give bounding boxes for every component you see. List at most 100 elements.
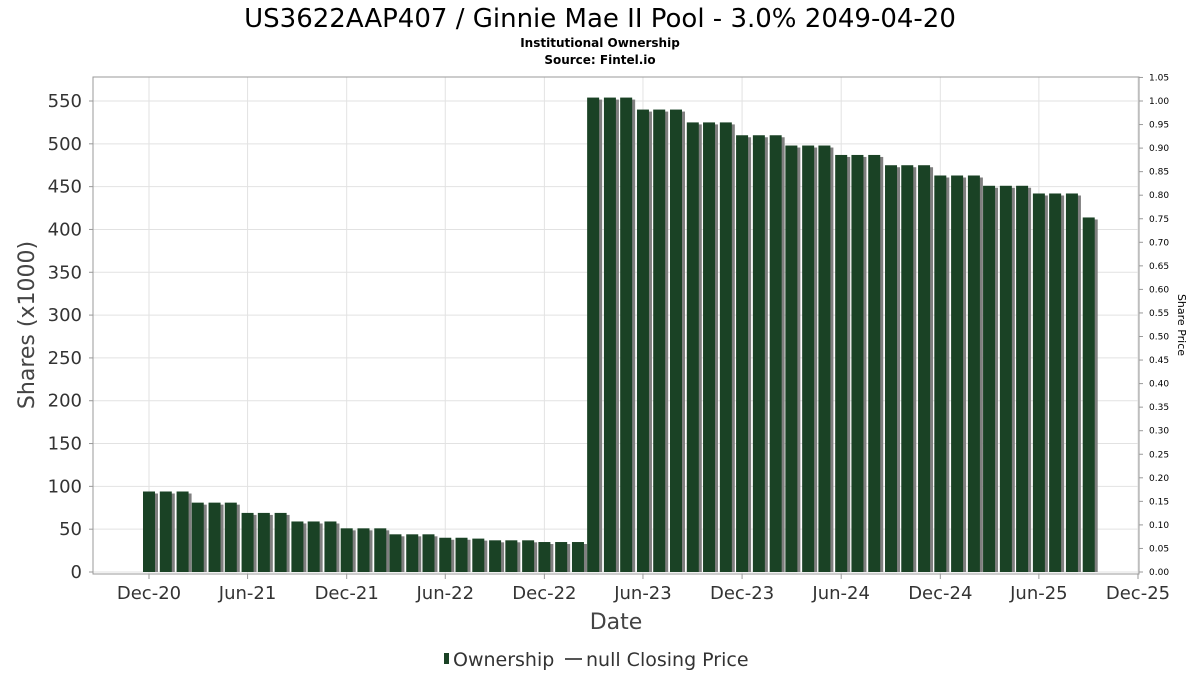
- y2-tick-label: 1.00: [1149, 97, 1169, 107]
- legend-ownership-label: Ownership: [453, 649, 554, 671]
- ownership-bar: [159, 491, 172, 572]
- ownership-bar: [851, 154, 864, 572]
- ownership-bar: [769, 135, 782, 572]
- ownership-bar: [505, 540, 518, 572]
- chart-title: US3622AAP407 / Ginnie Mae II Pool - 3.0%…: [244, 4, 956, 34]
- ownership-bar: [653, 109, 666, 573]
- ownership-bar: [324, 521, 337, 572]
- x-tick-label: Jun-23: [613, 583, 672, 604]
- ownership-bar: [340, 528, 353, 572]
- ownership-bar: [224, 502, 237, 572]
- y-tick-label: 550: [48, 91, 82, 112]
- x-tick-label: Dec-20: [117, 583, 181, 604]
- y2-tick-label: 0.75: [1149, 215, 1169, 225]
- x-tick-label: Dec-22: [512, 583, 576, 604]
- ownership-bar: [934, 175, 947, 572]
- y2-tick-label: 0.30: [1149, 427, 1169, 437]
- legend-closing-price-label: null Closing Price: [586, 649, 749, 671]
- y2-tick-label: 0.05: [1149, 544, 1169, 554]
- y-axis: 0 50 100 150 200 250 300 350 400 450 500 550: [48, 91, 93, 583]
- x-tick-label: Dec-24: [908, 583, 972, 604]
- chart-source: Source: Fintel.io: [544, 53, 655, 67]
- ownership-bar: [538, 542, 551, 572]
- y2-tick-label: 1.05: [1149, 73, 1169, 83]
- y2-tick-label: 0.15: [1149, 497, 1169, 507]
- ownership-bar: [603, 97, 616, 572]
- y-tick-label: 450: [48, 177, 82, 198]
- y2-tick-label: 0.50: [1149, 333, 1169, 343]
- y2-tick-label: 0.90: [1149, 144, 1169, 154]
- ownership-bar: [885, 165, 898, 572]
- y-tick-label: 200: [48, 391, 82, 412]
- y2-tick-label: 0.80: [1149, 191, 1169, 201]
- y2-tick-label: 0.65: [1149, 262, 1169, 272]
- y2-tick-label: 0.85: [1149, 168, 1169, 178]
- y-tick-label: 400: [48, 219, 82, 240]
- ownership-bar: [257, 512, 270, 572]
- ownership-bar: [455, 537, 468, 572]
- ownership-bar: [374, 528, 387, 572]
- ownership-bar: [274, 512, 287, 572]
- ownership-bar: [818, 145, 831, 572]
- x-tick-label: Dec-23: [710, 583, 774, 604]
- ownership-bar: [241, 512, 254, 572]
- ownership-bar: [143, 491, 155, 572]
- ownership-bar: [686, 122, 699, 572]
- y2-tick-label: 0.40: [1149, 380, 1169, 390]
- ownership-bar: [951, 175, 964, 572]
- y2-tick-label: 0.25: [1149, 450, 1169, 460]
- y2-tick-label: 0.35: [1149, 403, 1169, 413]
- ownership-bar: [472, 538, 485, 572]
- y2-tick-label: 0.55: [1149, 309, 1169, 319]
- y2-tick-label: 0.45: [1149, 356, 1169, 366]
- ownership-bar: [522, 540, 535, 572]
- ownership-bar: [208, 502, 221, 572]
- y-tick-label: 100: [48, 476, 82, 497]
- ownership-bar: [389, 534, 402, 572]
- ownership-bar: [1049, 193, 1062, 572]
- y2-tick-label: 0.70: [1149, 238, 1169, 248]
- ownership-bar: [752, 135, 765, 572]
- y-tick-label: 300: [48, 305, 82, 326]
- ownership-bar: [291, 521, 304, 572]
- y-tick-label: 50: [59, 519, 82, 540]
- ownership-bar: [703, 122, 716, 572]
- y2-tick-label: 0.60: [1149, 285, 1169, 295]
- y-tick-label: 150: [48, 434, 82, 455]
- ownership-bar: [999, 185, 1012, 572]
- secondary-y-axis: 0.00 0.05 0.10 0.15 0.20 0.25 0.30 0.35 0.40 0.45…: [1139, 73, 1169, 578]
- y2-tick-label: 0.95: [1149, 121, 1169, 131]
- y-tick-label: 0: [71, 562, 82, 583]
- ownership-bar: [191, 502, 204, 572]
- y2-tick-label: 0.10: [1149, 521, 1169, 531]
- ownership-bar: [587, 97, 600, 572]
- legend-ownership-swatch: [444, 653, 449, 664]
- y2-tick-label: 0.20: [1149, 474, 1169, 484]
- ownership-bar: [357, 528, 370, 572]
- ownership-bar: [835, 154, 848, 572]
- ownership-bar: [555, 542, 568, 572]
- ownership-bar: [1082, 217, 1095, 572]
- ownership-bar: [620, 97, 633, 572]
- ownership-bar: [736, 135, 749, 572]
- x-axis-title: Date: [590, 610, 643, 635]
- ownership-bar: [785, 145, 798, 572]
- ownership-bar: [489, 540, 502, 572]
- x-tick-label: Dec-25: [1106, 583, 1170, 604]
- x-tick-label: Jun-21: [218, 583, 277, 604]
- ownership-bar: [901, 165, 914, 572]
- plot-frame: [92, 76, 1140, 575]
- ownership-bar: [307, 521, 320, 572]
- ownership-bar: [571, 542, 584, 572]
- ownership-bar: [1016, 185, 1029, 572]
- ownership-bar: [176, 491, 189, 572]
- ownership-bar: [406, 534, 419, 572]
- y-tick-label: 350: [48, 262, 82, 283]
- ownership-bar: [1032, 193, 1045, 572]
- secondary-y-axis-title: Share Price: [1175, 294, 1188, 356]
- y-tick-label: 250: [48, 348, 82, 369]
- ownership-bar: [802, 145, 815, 572]
- ownership-bar: [967, 175, 980, 572]
- y-tick-label: 500: [48, 134, 82, 155]
